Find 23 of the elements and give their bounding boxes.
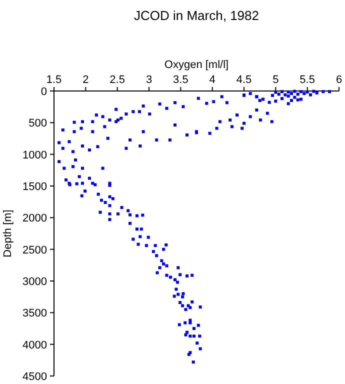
y-tick-label: 0 [40, 86, 47, 98]
y-tick-label: 4500 [22, 371, 47, 383]
y-tick-label: 500 [28, 118, 47, 130]
x-tick-label: 2 [82, 74, 89, 86]
y-tick-label: 4000 [22, 339, 47, 352]
y-tick-label: 2500 [22, 244, 47, 256]
y-tick-label: 2000 [22, 212, 47, 225]
x-tick-label: 2.5 [110, 74, 125, 86]
x-tick-label: 5.5 [300, 74, 315, 86]
x-tick-label: 6 [336, 74, 342, 86]
x-tick-label: 1.5 [46, 74, 62, 86]
x-tick-label: 3.5 [173, 74, 188, 86]
chart-title: JCOD in March, 1982 [134, 8, 259, 23]
y-tick-label: 1000 [22, 149, 47, 162]
y-tick-label: 1500 [22, 181, 47, 193]
x-tick-label: 4.5 [236, 74, 252, 86]
x-axis-title: Oxygen [ml/l] [164, 59, 229, 71]
x-tick-label: 3 [146, 74, 152, 86]
y-tick-label: 3000 [22, 276, 47, 288]
x-tick-label: 5 [272, 74, 279, 86]
y-tick-label: 3500 [22, 308, 47, 320]
y-axis-title: Depth [m] [2, 210, 14, 258]
x-tick-label: 4 [209, 74, 216, 86]
